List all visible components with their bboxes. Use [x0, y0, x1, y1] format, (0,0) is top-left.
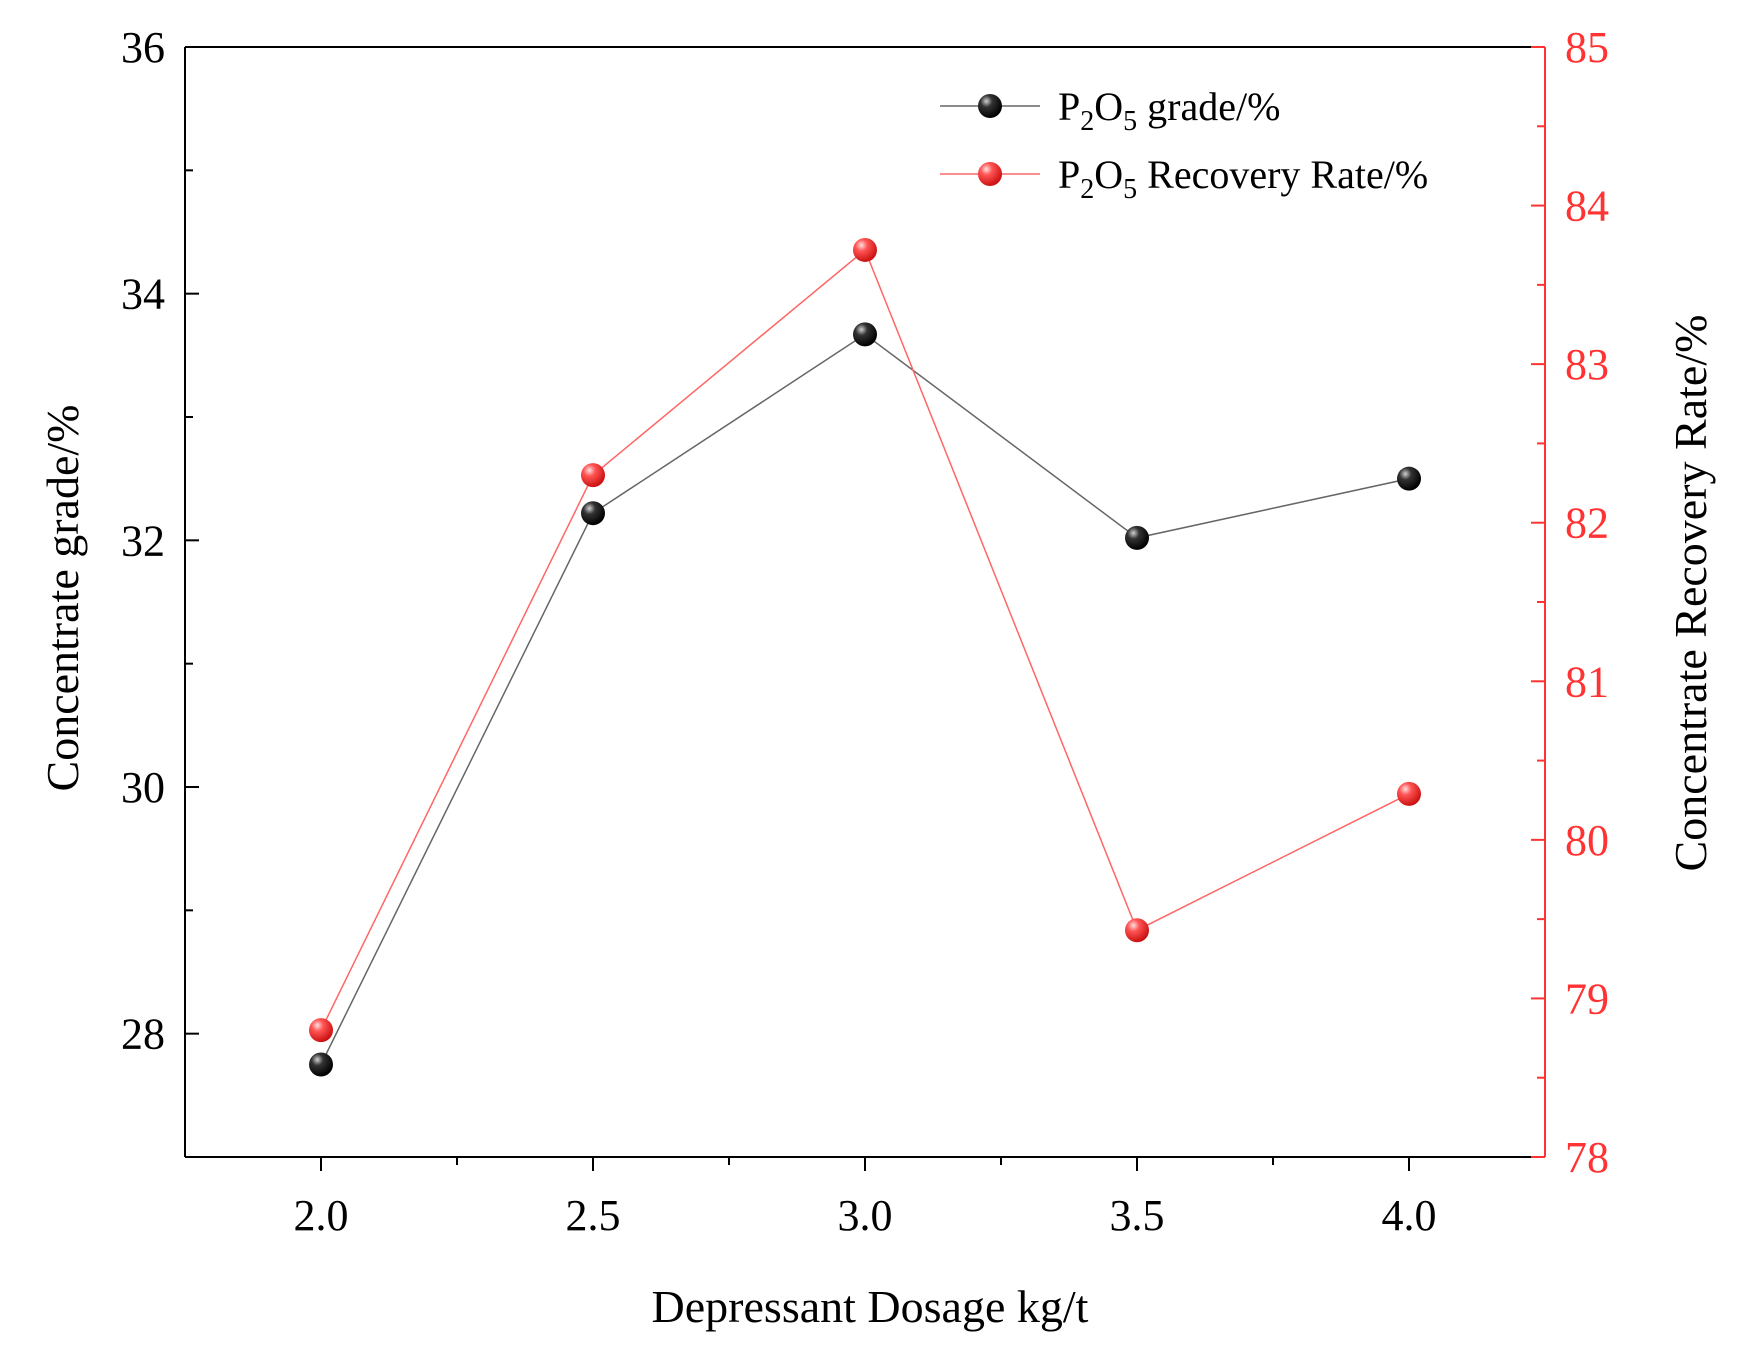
series-line-grade — [320, 333, 1410, 1065]
y-right-tick-label: 80 — [1565, 816, 1609, 865]
y-left-tick-label: 30 — [121, 763, 165, 812]
y-left-tick-label: 36 — [121, 23, 165, 72]
data-point-recovery — [853, 237, 877, 262]
y-axis-right: 78 79 80 81 82 83 84 85 — [1531, 23, 1609, 1182]
y-left-tick-label: 28 — [121, 1010, 165, 1059]
x-tick-label: 3.5 — [1110, 1191, 1165, 1240]
x-axis-title: Depressant Dosage kg/t — [652, 1281, 1089, 1332]
y-right-tick-label: 84 — [1565, 182, 1609, 231]
y-right-tick-label: 78 — [1565, 1133, 1609, 1182]
x-tick-label: 2.5 — [566, 1191, 621, 1240]
data-point-recovery — [309, 1018, 333, 1043]
y-axis-left-title: Concentrate grade/% — [37, 405, 88, 792]
y-left-tick-label: 32 — [121, 516, 165, 565]
y-right-tick-label: 83 — [1565, 340, 1609, 389]
y-right-tick-label: 82 — [1565, 499, 1609, 548]
legend-label-recovery: P2O5 Recovery Rate/% — [1058, 152, 1428, 205]
data-point-grade — [1125, 525, 1149, 550]
x-tick-label: 4.0 — [1382, 1191, 1437, 1240]
y-axis-right-title: Concentrate Recovery Rate/% — [1665, 315, 1716, 872]
data-point-recovery — [1125, 918, 1149, 943]
x-tick-label: 3.0 — [838, 1191, 893, 1240]
data-point-recovery — [1397, 781, 1421, 806]
legend-item-grade: P2O5 grade/% — [940, 84, 1280, 137]
legend-marker-recovery — [978, 162, 1002, 186]
x-tick-label: 2.0 — [294, 1191, 349, 1240]
data-point-recovery — [581, 463, 605, 488]
y-right-tick-label: 85 — [1565, 23, 1609, 72]
data-point-grade — [1397, 466, 1421, 491]
series-layer — [309, 237, 1421, 1077]
legend-item-recovery: P2O5 Recovery Rate/% — [940, 152, 1428, 205]
legend-marker-grade — [978, 94, 1002, 118]
x-axis: 2.0 2.5 3.0 3.5 4.0 — [294, 1157, 1437, 1240]
y-axis-left: 28 30 32 34 36 — [121, 23, 199, 1158]
legend-label-grade: P2O5 grade/% — [1058, 84, 1280, 137]
data-point-grade — [309, 1052, 333, 1077]
data-point-grade — [581, 501, 605, 526]
y-right-tick-label: 79 — [1565, 974, 1609, 1023]
series-line-recovery — [320, 248, 1410, 1031]
legend: P2O5 grade/% P2O5 Recovery Rate/% — [940, 84, 1428, 205]
data-point-grade — [853, 322, 877, 347]
plot-frame — [184, 46, 1546, 1158]
y-left-tick-label: 34 — [121, 270, 165, 319]
y-right-tick-label: 81 — [1565, 657, 1609, 706]
